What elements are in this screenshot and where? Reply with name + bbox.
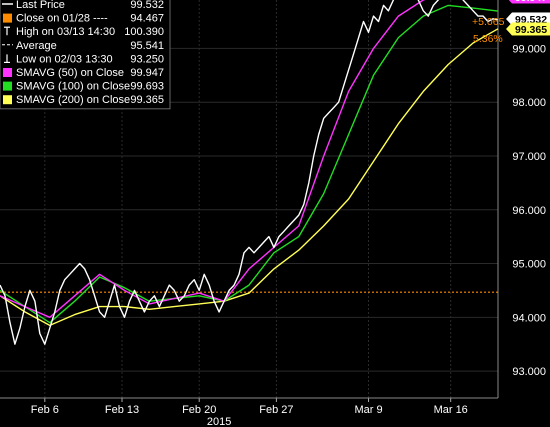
legend-value: 100.390 xyxy=(124,26,164,38)
y-axis: 93.000 94.000 95.000 96.000 97.000 98.000 99.0… xyxy=(512,43,546,378)
legend: Last Price 99.532 Close on 01/28 ---- 94.46… xyxy=(0,0,171,110)
series-last-price xyxy=(0,0,499,345)
legend-box xyxy=(0,0,171,110)
y-tick-label: 99.000 xyxy=(512,43,546,55)
marker-pointer xyxy=(508,0,512,4)
x-tick-label: Feb 13 xyxy=(105,404,139,416)
y-tick-label: 95.000 xyxy=(512,259,546,271)
legend-value: 99.365 xyxy=(130,94,164,106)
legend-value: 94.467 xyxy=(130,13,164,25)
legend-item-average: Average 95.541 xyxy=(2,40,164,52)
x-tick-label: Feb 27 xyxy=(259,404,293,416)
legend-item-last-price: Last Price 99.532 xyxy=(2,0,164,11)
y-tick-label: 94.000 xyxy=(512,312,546,324)
legend-item-smavg-100: SMAVG (100) on Close 99.693 xyxy=(3,81,164,93)
marker-box xyxy=(512,22,550,36)
legend-value: 99.947 xyxy=(130,67,164,79)
y-tick-label: 96.000 xyxy=(512,205,546,217)
change-annotation: +5.065 xyxy=(472,16,505,28)
legend-label: SMAVG (50) on Close xyxy=(16,67,124,79)
marker-99.365: 99.365 xyxy=(506,22,550,36)
percent-annotation: 5.36% xyxy=(473,33,503,45)
marker-pointer xyxy=(506,22,512,36)
legend-item-smavg-50: SMAVG (50) on Close 99.947 xyxy=(3,67,164,79)
x-tick-label: Feb 6 xyxy=(31,404,59,416)
legend-swatch xyxy=(3,13,12,23)
marker-box xyxy=(512,0,550,4)
y-tick-label: 93.000 xyxy=(512,366,546,378)
marker-99.947: 99.947 xyxy=(508,0,550,4)
legend-swatch xyxy=(3,68,12,77)
legend-value: 99.693 xyxy=(130,81,164,93)
series-smavg-200 xyxy=(0,28,499,327)
legend-value: 99.532 xyxy=(130,0,164,11)
x-tick-label: Feb 20 xyxy=(182,404,216,416)
legend-label: Close on 01/28 ---- xyxy=(16,13,108,25)
legend-value: 93.250 xyxy=(130,53,164,65)
marker-label: 99.365 xyxy=(515,24,547,36)
x-tick-label: Mar 9 xyxy=(354,404,382,416)
series-smavg-50 xyxy=(0,0,426,318)
x-axis: Feb 6 Feb 13 Feb 20 Feb 27 Mar 9 Mar 16 2015 xyxy=(31,398,468,427)
legend-label: Last Price xyxy=(16,0,65,11)
legend-label: Average xyxy=(16,40,57,52)
legend-label: SMAVG (100) on Close xyxy=(16,81,130,93)
legend-item-smavg-200: SMAVG (200) on Close 99.365 xyxy=(3,94,164,106)
marker-label: 99.947 xyxy=(515,0,547,4)
legend-item-high-0313: High on 03/13 14:30 100.390 xyxy=(4,26,164,38)
marker-pointer xyxy=(506,12,512,26)
legend-item-close-0128: Close on 01/28 ---- 94.467 xyxy=(3,13,164,25)
x-year-label: 2015 xyxy=(207,416,231,427)
legend-label: High on 03/13 14:30 xyxy=(16,26,115,38)
legend-label: SMAVG (200) on Close xyxy=(16,94,130,106)
series-smavg-100 xyxy=(0,4,499,324)
legend-label: Low on 02/03 13:30 xyxy=(16,53,113,65)
legend-value: 95.541 xyxy=(130,40,164,52)
x-tick-label: Mar 16 xyxy=(434,404,468,416)
legend-swatch xyxy=(3,81,12,91)
y-tick-label: 97.000 xyxy=(512,151,546,163)
legend-swatch xyxy=(3,95,12,105)
marker-box xyxy=(512,12,550,26)
legend-item-low-0203: Low on 02/03 13:30 93.250 xyxy=(4,53,164,65)
y-tick-label: 98.000 xyxy=(512,97,546,109)
